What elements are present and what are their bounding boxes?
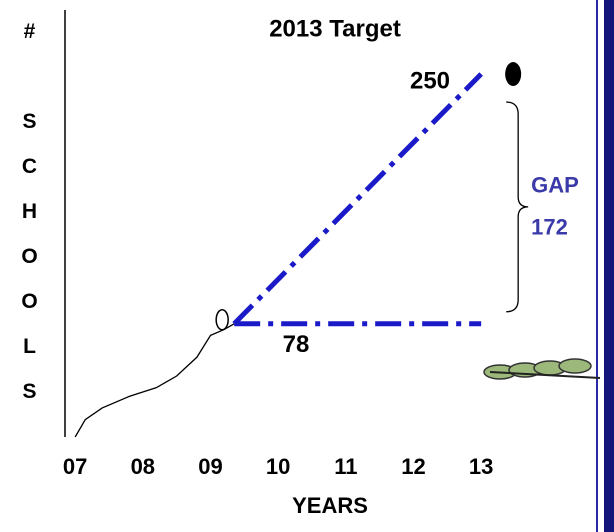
x-tick-label: 13 — [469, 454, 493, 479]
target-label: 2013 Target — [269, 15, 401, 42]
x-tick-label: 09 — [198, 454, 222, 479]
series-line — [234, 74, 481, 324]
chain-icon — [484, 359, 600, 379]
gap-brace — [506, 102, 528, 312]
x-axis-label: YEARS — [292, 493, 368, 518]
x-tick-label: 08 — [131, 454, 155, 479]
x-tick-label: 11 — [334, 454, 357, 479]
x-tick-label: 12 — [401, 454, 425, 479]
chart: YEARS 07 08 09 10 11 12 13 2013 Target 250 78 GAP 1… — [0, 0, 614, 532]
current-value: 78 — [283, 331, 310, 358]
decor-bar — [604, 0, 614, 532]
gap-value: 172 — [531, 215, 568, 240]
start-marker — [216, 310, 228, 330]
page: {"chart_data": {"type": "line", "y_label… — [0, 0, 614, 532]
series-line — [75, 324, 234, 437]
x-tick-label: 07 — [63, 454, 87, 479]
target-marker — [505, 62, 521, 86]
target-value: 250 — [410, 67, 450, 94]
x-tick-label: 10 — [266, 454, 290, 479]
gap-label: GAP — [531, 173, 579, 198]
